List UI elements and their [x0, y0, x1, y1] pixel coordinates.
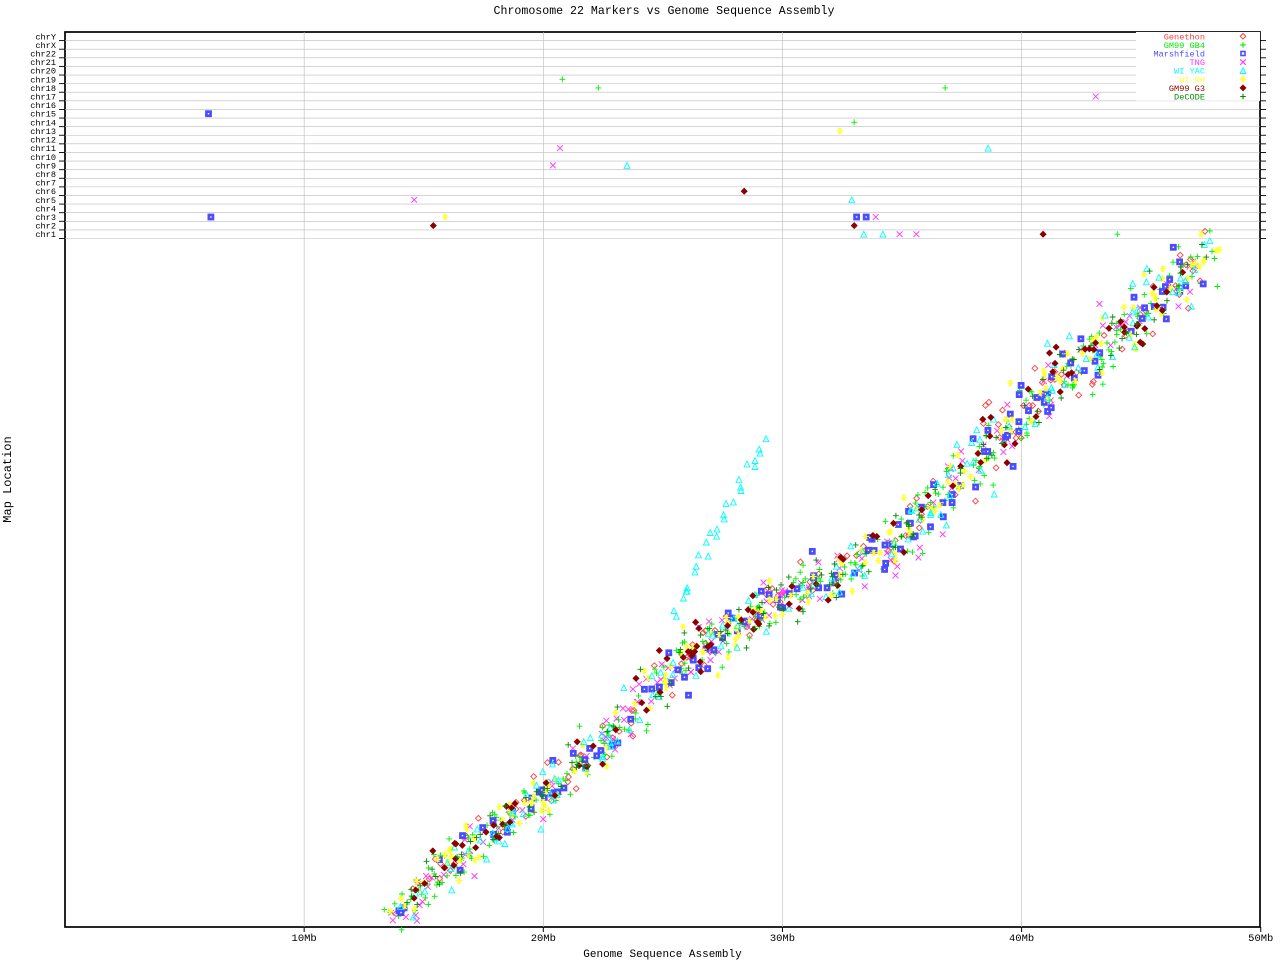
svg-text:Chromosome 22 Markers vs Genom: Chromosome 22 Markers vs Genome Sequence… [494, 5, 835, 18]
svg-text:30Mb: 30Mb [770, 933, 795, 945]
svg-text:DeCODE: DeCODE [1174, 93, 1205, 103]
svg-text:50Mb: 50Mb [1248, 933, 1273, 945]
svg-text:20Mb: 20Mb [531, 933, 556, 945]
svg-text:40Mb: 40Mb [1009, 933, 1034, 945]
svg-text:chr1: chr1 [35, 230, 56, 240]
svg-text:10Mb: 10Mb [292, 933, 317, 945]
svg-text:Genome Sequence Assembly: Genome Sequence Assembly [583, 949, 742, 960]
svg-text:Map Location: Map Location [1, 436, 15, 522]
